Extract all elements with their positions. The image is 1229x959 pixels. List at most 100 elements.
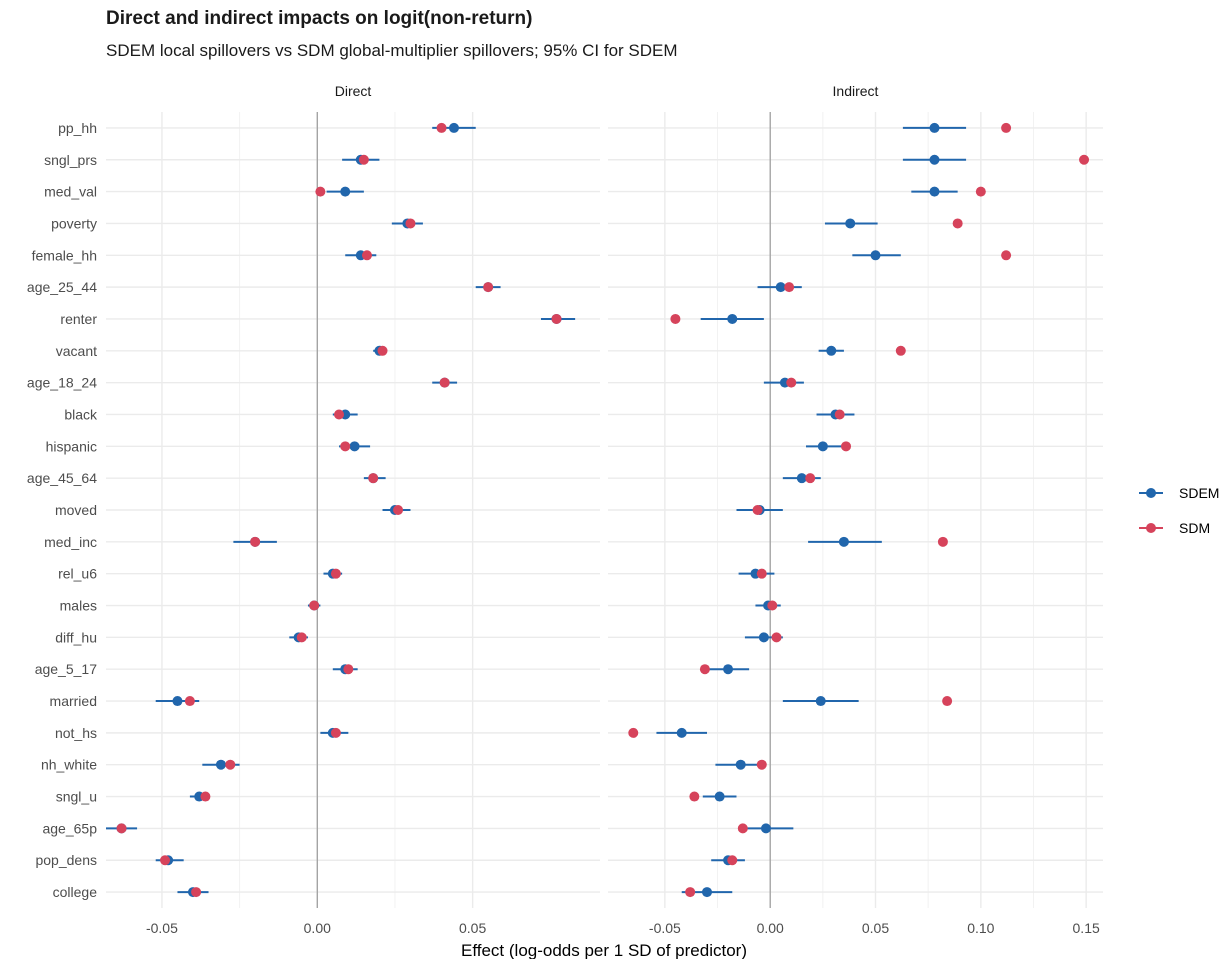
sdm-point-direct-age_5_17 bbox=[343, 664, 354, 675]
y-tick-label: female_hh bbox=[32, 247, 97, 263]
y-tick-label: college bbox=[53, 884, 98, 900]
sdm-point-direct-female_hh bbox=[361, 250, 372, 261]
y-tick-label: hispanic bbox=[46, 438, 97, 454]
sdm-point-direct-pop_dens bbox=[160, 855, 171, 866]
sdem-point-indirect-age_45_64 bbox=[796, 473, 807, 484]
sdm-point-indirect-diff_hu bbox=[771, 632, 782, 643]
sdm-point-indirect-not_hs bbox=[628, 727, 639, 738]
sdm-point-indirect-female_hh bbox=[1001, 250, 1012, 261]
sdm-point-direct-sngl_prs bbox=[358, 154, 369, 165]
sdm-point-direct-hispanic bbox=[340, 441, 351, 452]
sdm-point-indirect-med_inc bbox=[937, 536, 948, 547]
sdm-point-indirect-nh_white bbox=[756, 759, 767, 770]
sdem-point-indirect-married bbox=[815, 696, 826, 707]
sdm-point-indirect-med_val bbox=[975, 186, 986, 197]
sdm-point-indirect-age_18_24 bbox=[786, 377, 797, 388]
sdm-point-direct-age_18_24 bbox=[439, 377, 450, 388]
x-axis-title: Effect (log-odds per 1 SD of predictor) bbox=[461, 941, 747, 959]
legend-label-sdm: SDM bbox=[1179, 520, 1210, 536]
sdm-point-direct-age_65p bbox=[116, 823, 127, 834]
sdm-point-direct-diff_hu bbox=[296, 632, 307, 643]
sdm-point-direct-not_hs bbox=[330, 727, 341, 738]
y-tick-label: med_val bbox=[44, 184, 97, 200]
sdm-point-direct-age_45_64 bbox=[368, 473, 379, 484]
sdm-point-indirect-college bbox=[685, 887, 696, 898]
sdem-point-direct-med_val bbox=[340, 186, 351, 197]
sdem-point-direct-hispanic bbox=[349, 441, 360, 452]
y-tick-label: rel_u6 bbox=[58, 566, 97, 582]
legend-label-sdem: SDEM bbox=[1179, 485, 1219, 501]
sdm-point-indirect-pop_dens bbox=[727, 855, 738, 866]
x-tick-label: -0.05 bbox=[146, 920, 178, 936]
sdem-point-indirect-renter bbox=[727, 313, 738, 324]
x-tick-label: -0.05 bbox=[649, 920, 681, 936]
sdm-point-direct-renter bbox=[551, 313, 562, 324]
sdem-point-indirect-age_25_44 bbox=[775, 282, 786, 293]
sdm-point-direct-nh_white bbox=[225, 759, 236, 770]
x-tick-label: 0.00 bbox=[757, 920, 784, 936]
sdem-point-indirect-female_hh bbox=[870, 250, 881, 261]
x-tick-label: 0.10 bbox=[967, 920, 994, 936]
sdm-point-direct-college bbox=[191, 887, 202, 898]
sdm-point-indirect-sngl_u bbox=[689, 791, 700, 802]
y-tick-label: married bbox=[50, 693, 97, 709]
sdm-point-direct-rel_u6 bbox=[330, 568, 341, 579]
y-tick-label: nh_white bbox=[41, 757, 97, 773]
panel-label-indirect: Indirect bbox=[833, 83, 879, 99]
sdm-point-direct-vacant bbox=[377, 345, 388, 356]
sdm-point-direct-black bbox=[334, 409, 345, 420]
x-tick-label: 0.00 bbox=[304, 920, 331, 936]
sdm-point-indirect-moved bbox=[752, 505, 763, 515]
y-tick-label: black bbox=[64, 406, 98, 422]
sdm-point-direct-sngl_u bbox=[200, 791, 211, 802]
sdem-point-direct-nh_white bbox=[215, 759, 226, 770]
sdm-point-indirect-rel_u6 bbox=[756, 568, 767, 579]
sdm-point-indirect-males bbox=[767, 600, 778, 611]
sdm-point-indirect-hispanic bbox=[841, 441, 852, 452]
sdm-point-indirect-black bbox=[834, 409, 845, 420]
sdem-point-indirect-med_val bbox=[929, 186, 940, 197]
legend-key-point-sdem bbox=[1146, 488, 1156, 498]
sdem-point-indirect-poverty bbox=[845, 218, 856, 229]
sdm-point-direct-poverty bbox=[405, 218, 416, 229]
legend-key-point-sdm bbox=[1146, 523, 1156, 533]
sdem-point-direct-pp_hh bbox=[448, 122, 459, 133]
panel-label-direct: Direct bbox=[335, 83, 372, 99]
sdem-point-indirect-med_inc bbox=[838, 536, 849, 547]
y-tick-label: age_65p bbox=[42, 820, 97, 836]
sdm-point-direct-moved bbox=[393, 505, 404, 515]
sdem-point-indirect-sngl_u bbox=[714, 791, 725, 802]
y-tick-label: not_hs bbox=[55, 725, 97, 741]
y-tick-label: vacant bbox=[56, 343, 97, 359]
sdm-point-indirect-poverty bbox=[952, 218, 963, 229]
y-tick-label: males bbox=[60, 598, 97, 614]
sdm-point-direct-age_25_44 bbox=[483, 282, 494, 293]
sdem-point-direct-married bbox=[172, 696, 183, 707]
y-tick-label: pop_dens bbox=[35, 852, 97, 868]
y-tick-label: med_inc bbox=[44, 534, 97, 550]
sdm-point-indirect-age_45_64 bbox=[805, 473, 816, 484]
sdem-point-indirect-diff_hu bbox=[758, 632, 769, 643]
sdm-point-indirect-pp_hh bbox=[1001, 122, 1012, 133]
sdm-point-indirect-age_5_17 bbox=[699, 664, 710, 675]
chart-subtitle: SDEM local spillovers vs SDM global-mult… bbox=[106, 41, 678, 60]
y-tick-label: age_18_24 bbox=[27, 375, 97, 391]
y-tick-label: poverty bbox=[51, 215, 97, 231]
sdm-point-indirect-vacant bbox=[895, 345, 906, 356]
y-tick-label: age_5_17 bbox=[35, 661, 98, 677]
sdem-point-indirect-age_5_17 bbox=[723, 664, 734, 675]
x-tick-label: 0.05 bbox=[862, 920, 889, 936]
x-tick-label: 0.05 bbox=[459, 920, 486, 936]
sdm-point-direct-males bbox=[309, 600, 320, 611]
y-tick-label: sngl_prs bbox=[44, 152, 97, 168]
x-tick-label: 0.15 bbox=[1073, 920, 1100, 936]
y-tick-label: diff_hu bbox=[55, 629, 97, 645]
sdem-point-indirect-vacant bbox=[826, 345, 837, 356]
sdm-point-direct-married bbox=[184, 696, 195, 707]
sdm-point-indirect-age_25_44 bbox=[784, 282, 795, 293]
chart-title: Direct and indirect impacts on logit(non… bbox=[106, 8, 533, 29]
y-tick-label: sngl_u bbox=[56, 789, 97, 805]
sdem-point-indirect-college bbox=[702, 887, 712, 898]
y-tick-label: pp_hh bbox=[58, 120, 97, 136]
